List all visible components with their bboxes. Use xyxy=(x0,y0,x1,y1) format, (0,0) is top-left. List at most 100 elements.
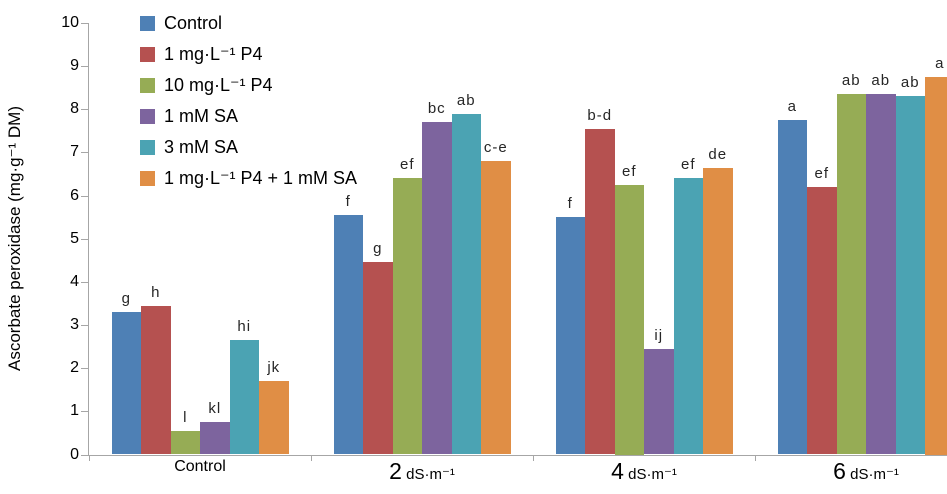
legend-swatch xyxy=(140,46,155,62)
y-axis-tick xyxy=(81,66,88,68)
y-tick-label: 4 xyxy=(70,272,79,290)
bar-1-mg-l-p4-6-ds-m xyxy=(807,186,837,455)
significance-label: g xyxy=(373,240,383,258)
x-axis-tick xyxy=(754,454,756,461)
significance-label: g xyxy=(121,290,131,308)
bar-1-mm-sa-control xyxy=(200,422,230,455)
y-tick-label: 1 xyxy=(70,402,79,420)
significance-label: f xyxy=(567,195,573,213)
x-category-text: Control xyxy=(174,458,226,475)
y-tick-label: 2 xyxy=(70,359,79,377)
x-axis-tick xyxy=(310,454,312,461)
y-axis-title-wrap: Ascorbate peroxidase (mg·g⁻¹ DM) xyxy=(2,23,28,455)
y-axis-tick xyxy=(81,109,88,111)
significance-label: jk xyxy=(267,359,281,377)
significance-label: hi xyxy=(237,318,252,336)
significance-label: b-d xyxy=(587,106,613,124)
bar-1-mg-l-p4-4-ds-m xyxy=(585,128,615,455)
bar-1-mg-l-p4-2-ds-m xyxy=(363,262,393,455)
legend-label: 1 mg·L⁻¹ P4 + 1 mM SA xyxy=(164,167,358,188)
bar-1-mg-l-p4-1-mm-sa-4-ds-m xyxy=(703,167,733,455)
y-axis-line xyxy=(88,23,89,455)
legend-label: 3 mM SA xyxy=(164,136,239,157)
x-category-number: 6 xyxy=(833,458,846,484)
significance-label: ef xyxy=(680,156,696,174)
legend-label: 1 mM SA xyxy=(164,105,239,126)
significance-label: bc xyxy=(427,100,446,118)
significance-label: ef xyxy=(621,162,637,180)
legend-item-10-mg-l-p4: 10 mg·L⁻¹ P4 xyxy=(140,75,273,95)
legend-item-1-mg-l-p4-1-mm-sa: 1 mg·L⁻¹ P4 + 1 mM SA xyxy=(140,168,357,188)
y-axis-title: Ascorbate peroxidase (mg·g⁻¹ DM) xyxy=(5,106,24,372)
bar-10-mg-l-p4-4-ds-m xyxy=(614,184,644,455)
bar-3-mm-sa-6-ds-m xyxy=(895,96,925,455)
significance-label: ef xyxy=(814,164,829,182)
significance-label: f xyxy=(345,193,351,211)
y-axis-tick xyxy=(81,152,88,154)
x-category-unit: dS·m⁻¹ xyxy=(623,466,677,483)
significance-label: ij xyxy=(654,326,664,344)
significance-label: ab xyxy=(841,72,861,90)
legend-label: Control xyxy=(164,12,223,33)
bar-10-mg-l-p4-control xyxy=(170,430,200,455)
bar-3-mm-sa-control xyxy=(229,340,259,455)
y-axis-tick xyxy=(81,195,88,197)
y-tick-label: 9 xyxy=(70,57,79,75)
y-tick-label: 6 xyxy=(70,186,79,204)
bar-10-mg-l-p4-2-ds-m xyxy=(392,178,422,455)
y-tick-label: 8 xyxy=(70,100,79,118)
bar-1-mg-l-p4-control xyxy=(141,305,171,455)
significance-label: ab xyxy=(900,74,920,92)
legend-swatch xyxy=(140,77,155,93)
legend-label: 10 mg·L⁻¹ P4 xyxy=(164,74,273,95)
y-axis-tick xyxy=(81,411,88,413)
significance-label: h xyxy=(151,283,161,301)
bar-1-mm-sa-2-ds-m xyxy=(422,122,452,455)
significance-label: de xyxy=(708,145,728,163)
legend-swatch xyxy=(140,15,155,31)
legend-item-1-mm-sa: 1 mM SA xyxy=(140,106,238,126)
bar-10-mg-l-p4-6-ds-m xyxy=(836,94,866,455)
y-axis-tick xyxy=(81,23,88,24)
x-axis-tick xyxy=(532,454,534,461)
x-category-label-4-ds-m: 4 dS·m⁻¹ xyxy=(533,458,755,485)
x-category-label-6-ds-m: 6 dS·m⁻¹ xyxy=(755,458,947,485)
y-axis-tick xyxy=(81,454,88,456)
y-tick-label: 3 xyxy=(70,316,79,334)
x-category-label-control: Control xyxy=(89,458,311,476)
legend-swatch xyxy=(140,139,155,155)
significance-label: a xyxy=(787,98,797,116)
bar-control-4-ds-m xyxy=(555,217,585,455)
x-category-number: 2 xyxy=(389,458,402,484)
y-axis-tick xyxy=(81,281,88,283)
y-tick-label: 5 xyxy=(70,229,79,247)
bar-1-mg-l-p4-1-mm-sa-6-ds-m xyxy=(925,76,947,455)
x-category-unit: dS·m⁻¹ xyxy=(401,466,455,483)
legend-item-1-mg-l-p4: 1 mg·L⁻¹ P4 xyxy=(140,44,263,64)
bar-3-mm-sa-4-ds-m xyxy=(673,178,703,455)
significance-label: c-e xyxy=(483,139,508,157)
x-category-unit: dS·m⁻¹ xyxy=(845,466,899,483)
y-axis-tick xyxy=(81,238,88,240)
x-category-label-2-ds-m: 2 dS·m⁻¹ xyxy=(311,458,533,485)
significance-label: l xyxy=(183,408,188,426)
significance-label: ab xyxy=(456,91,476,109)
legend-label: 1 mg·L⁻¹ P4 xyxy=(164,43,263,64)
legend-swatch xyxy=(140,170,155,186)
significance-label: kl xyxy=(208,400,222,418)
significance-label: ab xyxy=(871,72,891,90)
bar-1-mg-l-p4-1-mm-sa-control xyxy=(259,381,289,455)
y-tick-label: 0 xyxy=(70,445,79,463)
legend-swatch xyxy=(140,108,155,124)
bar-control-6-ds-m xyxy=(777,120,807,455)
y-axis-tick xyxy=(81,368,88,370)
significance-label: ef xyxy=(399,156,415,174)
bar-1-mm-sa-4-ds-m xyxy=(644,348,674,455)
bar-1-mg-l-p4-1-mm-sa-2-ds-m xyxy=(481,161,511,455)
x-category-number: 4 xyxy=(611,458,624,484)
legend-item-3-mm-sa: 3 mM SA xyxy=(140,137,238,157)
bar-control-control xyxy=(111,312,141,455)
y-tick-label: 7 xyxy=(70,143,79,161)
significance-label: a xyxy=(935,54,945,72)
